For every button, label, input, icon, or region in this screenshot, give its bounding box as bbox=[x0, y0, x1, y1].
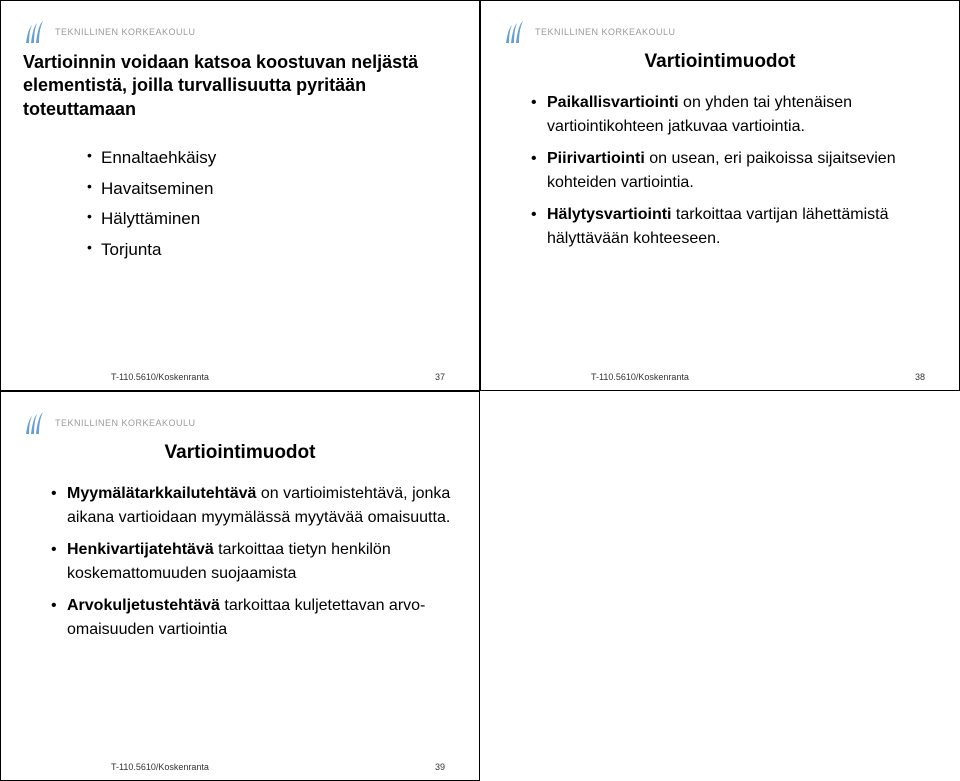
bullet-list: Paikallisvartiointi on yhden tai yhtenäi… bbox=[531, 91, 937, 259]
slide-footer: T-110.5610/Koskenranta 39 bbox=[1, 762, 479, 772]
list-item: Piirivartiointi on usean, eri paikoissa … bbox=[531, 147, 937, 195]
slide-39: TEKNILLINEN KORKEAKOULU Vartiointimuodot… bbox=[0, 391, 480, 781]
list-item: Torjunta bbox=[87, 235, 457, 266]
slide-number: 39 bbox=[435, 762, 445, 772]
slide-number: 37 bbox=[435, 372, 445, 382]
term: Piirivartiointi bbox=[547, 150, 645, 167]
slide-title: Vartiointimuodot bbox=[503, 51, 937, 73]
logo-icon bbox=[23, 19, 49, 45]
term: Arvokuljetustehtävä bbox=[67, 597, 220, 614]
slide-title: Vartioinnin voidaan katsoa koostuvan nel… bbox=[23, 51, 457, 121]
term: Paikallisvartiointi bbox=[547, 94, 679, 111]
empty-cell bbox=[480, 391, 960, 781]
bullet-list: Myymälätarkkailutehtävä on vartioimisteh… bbox=[51, 482, 457, 650]
list-item: Hälytysvartiointi tarkoittaa vartijan lä… bbox=[531, 203, 937, 251]
slide-footer: T-110.5610/Koskenranta 37 bbox=[1, 372, 479, 382]
list-item: Henkivartijatehtävä tarkoittaa tietyn he… bbox=[51, 538, 457, 586]
term: Henkivartijatehtävä bbox=[67, 541, 214, 558]
slide-number: 38 bbox=[915, 372, 925, 382]
logo-icon bbox=[23, 410, 49, 436]
list-item: Paikallisvartiointi on yhden tai yhtenäi… bbox=[531, 91, 937, 139]
slide-title: Vartiointimuodot bbox=[23, 442, 457, 464]
slide-37: TEKNILLINEN KORKEAKOULU Vartioinnin void… bbox=[0, 0, 480, 391]
footer-source: T-110.5610/Koskenranta bbox=[111, 762, 209, 772]
logo-text: TEKNILLINEN KORKEAKOULU bbox=[535, 27, 676, 37]
term: Myymälätarkkailutehtävä bbox=[67, 485, 256, 502]
slide-grid: TEKNILLINEN KORKEAKOULU Vartioinnin void… bbox=[0, 0, 960, 781]
slide-footer: T-110.5610/Koskenranta 38 bbox=[481, 372, 959, 382]
footer-source: T-110.5610/Koskenranta bbox=[111, 372, 209, 382]
list-item: Havaitseminen bbox=[87, 174, 457, 205]
list-item: Hälyttäminen bbox=[87, 204, 457, 235]
logo: TEKNILLINEN KORKEAKOULU bbox=[503, 19, 937, 45]
slide-38: TEKNILLINEN KORKEAKOULU Vartiointimuodot… bbox=[480, 0, 960, 391]
logo-text: TEKNILLINEN KORKEAKOULU bbox=[55, 418, 196, 428]
footer-source: T-110.5610/Koskenranta bbox=[591, 372, 689, 382]
list-item: Ennaltaehkäisy bbox=[87, 143, 457, 174]
logo-text: TEKNILLINEN KORKEAKOULU bbox=[55, 27, 196, 37]
logo: TEKNILLINEN KORKEAKOULU bbox=[23, 410, 457, 436]
term: Hälytysvartiointi bbox=[547, 206, 671, 223]
logo: TEKNILLINEN KORKEAKOULU bbox=[23, 19, 457, 45]
list-item: Arvokuljetustehtävä tarkoittaa kuljetett… bbox=[51, 594, 457, 642]
list-item: Myymälätarkkailutehtävä on vartioimisteh… bbox=[51, 482, 457, 530]
logo-icon bbox=[503, 19, 529, 45]
bullet-list: Ennaltaehkäisy Havaitseminen Hälyttämine… bbox=[87, 143, 457, 265]
